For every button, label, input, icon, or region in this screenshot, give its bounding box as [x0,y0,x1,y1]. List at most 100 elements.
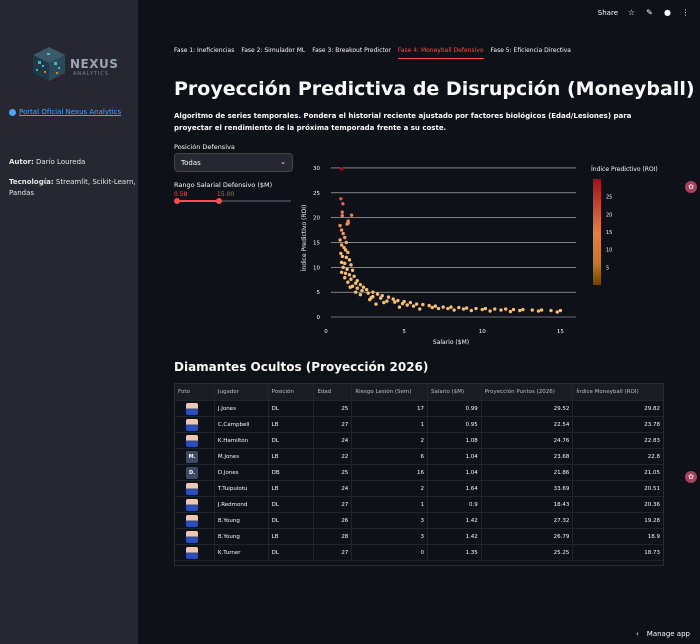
header-salario[interactable]: Salario ($M) [428,384,482,400]
chart-point[interactable] [348,285,352,289]
chart-point[interactable] [539,308,544,312]
chart-point[interactable] [347,258,352,262]
portal-link[interactable]: Portal Oficial Nexus Analytics [9,108,121,116]
chart-point[interactable] [430,305,434,310]
chart-point[interactable] [340,213,344,218]
chart-point[interactable] [400,301,405,306]
tab-fase-3[interactable]: Fase 3: Breakout Predictor [312,47,391,54]
table-row[interactable]: M. M.Jones LB 22 6 1.04 23.68 22.8 [175,449,663,465]
tab-fase-4[interactable]: Fase 4: Moneyball Defensivo [397,47,484,59]
chart-point[interactable] [380,293,384,298]
chart-point[interactable] [366,291,370,295]
header-foto[interactable]: Foto [175,384,215,400]
chart-point[interactable] [347,273,352,277]
chart-point[interactable] [355,279,359,283]
github-icon[interactable]: ● [664,8,671,17]
chart-point[interactable] [339,251,343,256]
chart-point[interactable] [433,304,438,308]
chart-point[interactable] [350,268,355,273]
chart-point[interactable] [555,310,559,314]
table-row[interactable]: K.Hamilton DL 24 2 1.08 24.76 22.83 [175,433,663,449]
chart-point[interactable] [338,238,342,242]
chart-point[interactable] [360,288,364,293]
chart-point[interactable] [369,295,374,300]
edit-icon[interactable]: ✎ [646,8,653,17]
chart-point[interactable] [536,309,541,313]
chart-point[interactable] [393,300,397,304]
chart-point[interactable] [411,304,416,308]
chart-point[interactable] [343,271,348,275]
chart-point[interactable] [339,270,344,274]
chart-point[interactable] [345,267,349,272]
chart-point[interactable] [386,295,391,299]
tab-fase-5[interactable]: Fase 5: Eficiencia Directiva [490,47,572,54]
chart-point[interactable] [364,287,369,292]
chart-point[interactable] [418,307,422,311]
more-menu-icon[interactable]: ⋮ [681,8,690,17]
chart-point[interactable] [341,265,345,270]
tab-fase-2[interactable]: Fase 2: Simulador ML [241,47,306,54]
header-riesgo[interactable]: Riesgo Lesión (Sem) [352,384,428,400]
chart-point[interactable] [391,297,395,301]
chart-point[interactable] [493,307,497,311]
chart-point[interactable] [488,309,492,313]
chart-point[interactable] [452,308,456,312]
table-row[interactable]: J.Redmond DL 27 1 0.9 18.43 20.36 [175,497,663,513]
chart-point[interactable] [349,213,354,217]
chart-point[interactable] [341,231,345,236]
chart-point[interactable] [371,290,375,294]
header-posicion[interactable]: Posición [269,384,315,400]
position-select[interactable]: Todas ⌄ [174,153,293,172]
chart-point[interactable] [343,235,347,240]
chart-point[interactable] [341,202,345,206]
chart-point[interactable] [469,308,474,313]
chart-point[interactable] [343,248,348,252]
chart-point[interactable] [518,308,522,313]
chart-point[interactable] [344,240,349,245]
chart-point[interactable] [436,306,441,311]
chart-point[interactable] [549,308,553,313]
chart-point[interactable] [353,290,358,294]
chart-point[interactable] [353,281,358,285]
chart-point[interactable] [503,307,508,311]
chart-point[interactable] [508,309,513,314]
chart-point[interactable] [358,283,363,287]
streamlit-badge-icon[interactable]: ✿ [685,181,697,193]
chart-point[interactable] [449,305,453,309]
chart-point[interactable] [339,228,344,232]
chart-point[interactable] [396,298,400,303]
chart-point[interactable] [349,263,353,267]
chart-point[interactable] [457,305,461,310]
chart-point[interactable] [461,307,466,311]
chart-point[interactable] [343,276,347,280]
header-roi[interactable]: Índice Moneyball (ROI) [576,389,639,395]
chart-point[interactable] [339,167,344,171]
table-row[interactable]: K.Turner DL 27 0 1.35 25.25 18.73 [175,545,663,561]
chart-point[interactable] [483,306,488,311]
chart-point[interactable] [346,250,350,255]
chart-point[interactable] [340,210,344,214]
chart-point[interactable] [499,308,503,312]
chart-point[interactable] [342,245,346,250]
salary-slider-min-handle[interactable] [174,198,180,204]
chart-point[interactable] [343,261,347,266]
chart-point[interactable] [339,197,343,201]
chart-point[interactable] [414,302,419,306]
star-icon[interactable]: ☆ [627,8,636,17]
header-proyeccion[interactable]: Proyección Puntos (2026) [482,384,574,400]
chart-point[interactable] [446,306,450,311]
chart-point[interactable] [408,300,413,305]
chart-point[interactable] [345,222,349,226]
tab-fase-1[interactable]: Fase 1: Ineficiencias [174,47,235,54]
chart-point[interactable] [511,307,516,312]
chart-point[interactable] [344,255,349,260]
chart-point[interactable] [521,307,525,312]
hidden-gems-table[interactable]: Foto Jugador Posición Edad Riesgo Lesión… [174,383,664,566]
chart-point[interactable] [358,292,363,297]
chart-point[interactable] [349,277,353,281]
table-row[interactable]: B.Young DL 26 3 1.42 27.32 19.28 [175,513,663,529]
chart-point[interactable] [441,305,445,309]
chart-point[interactable] [474,306,478,311]
chart-point[interactable] [382,300,386,305]
chart-point[interactable] [405,303,409,307]
